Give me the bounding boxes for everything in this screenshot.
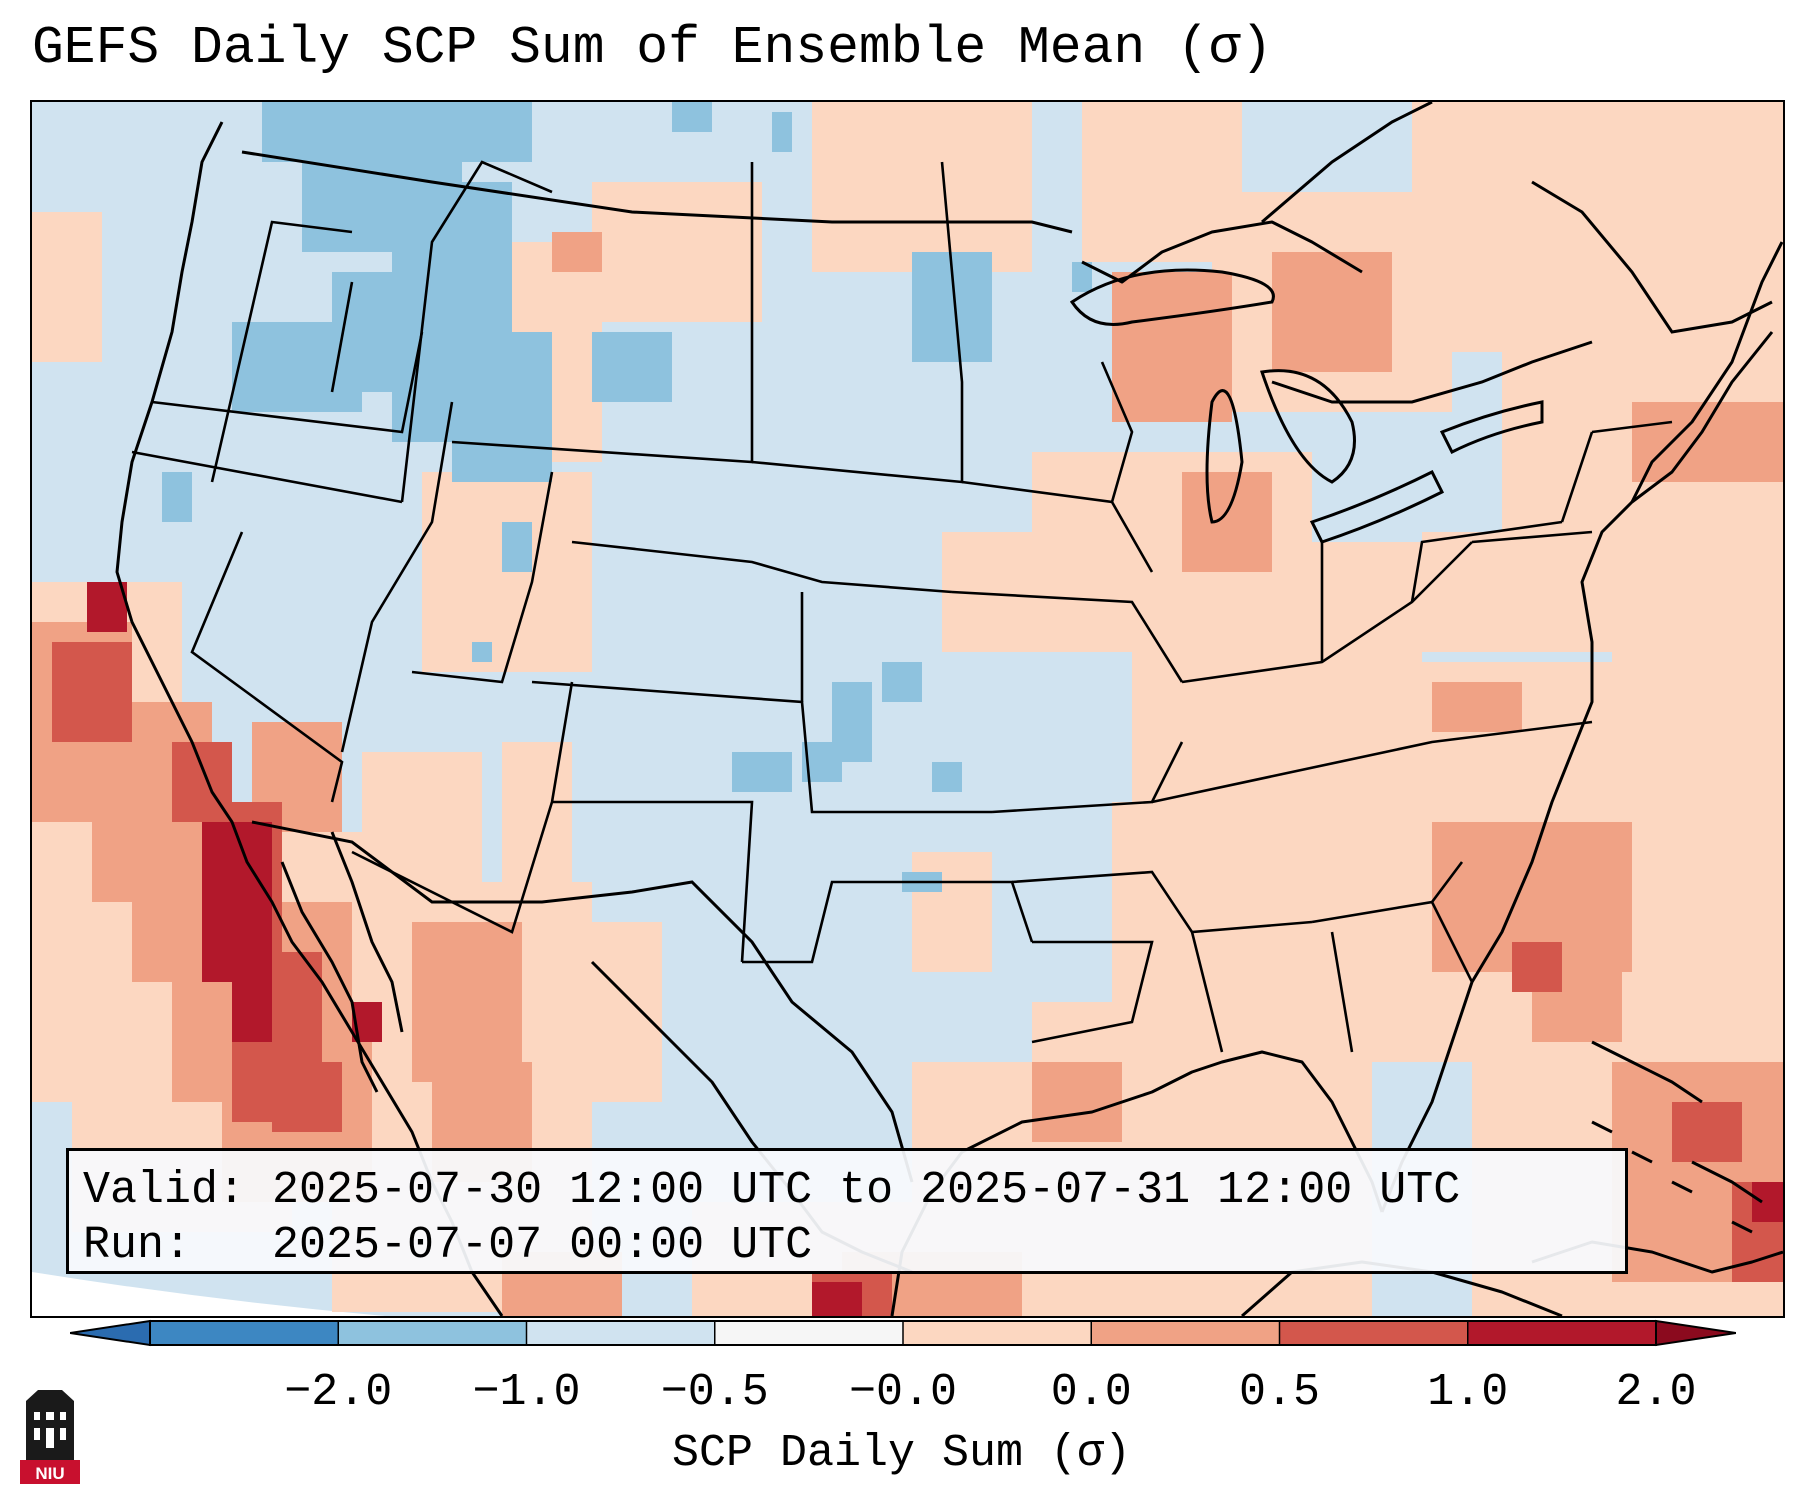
colorbar-tick-label: 1.0 xyxy=(1427,1367,1509,1418)
colorbar-tick-label: 0.0 xyxy=(1050,1367,1132,1418)
colorbar-segment xyxy=(714,1321,904,1345)
valid-run-info-box: Valid: 2025-07-30 12:00 UTC to 2025-07-3… xyxy=(66,1148,1628,1274)
colorbar-segment xyxy=(338,1321,527,1345)
colorbar-extend-low xyxy=(70,1319,151,1347)
colorbar-segment xyxy=(1091,1321,1280,1345)
state-borders xyxy=(131,160,1673,1053)
logo-text: NIU xyxy=(35,1464,64,1483)
colorbar xyxy=(70,1319,1736,1347)
great-lakes xyxy=(1069,268,1544,544)
colorbar-tick-label: −0.5 xyxy=(660,1367,769,1418)
niu-logo: NIU xyxy=(20,1390,80,1484)
colorbar-segment xyxy=(1467,1321,1657,1345)
country-borders xyxy=(241,150,1773,1183)
colorbar-tick-label: 0.5 xyxy=(1238,1367,1321,1418)
colorbar-segment xyxy=(1279,1321,1469,1345)
colorbar-tick-label: −2.0 xyxy=(284,1367,393,1418)
run-time-text: Run: 2025-07-07 00:00 UTC xyxy=(83,1220,813,1271)
colorbar-segment xyxy=(150,1321,339,1345)
colorbar-segment xyxy=(526,1321,716,1345)
colorbar-tick-label: 2.0 xyxy=(1615,1367,1697,1418)
colorbar-outline xyxy=(149,1320,1657,1346)
page-title: GEFS Daily SCP Sum of Ensemble Mean (σ) xyxy=(32,18,1273,78)
colorbar-tick-label: −1.0 xyxy=(472,1367,581,1418)
colorbar-tick-label: −0.0 xyxy=(848,1367,958,1418)
map-canvas xyxy=(32,102,1783,1316)
outside-domain-area xyxy=(32,1272,385,1316)
colorbar-label: SCP Daily Sum (σ) xyxy=(671,1428,1132,1479)
anomaly-field xyxy=(32,102,1783,1316)
logo-banner xyxy=(20,1460,80,1484)
coastlines xyxy=(115,102,1783,1316)
islands xyxy=(1591,1120,1753,1234)
valid-time-text: Valid: 2025-07-30 12:00 UTC to 2025-07-3… xyxy=(83,1165,1461,1216)
colorbar-segment xyxy=(903,1321,1092,1345)
colorbar-extend-high xyxy=(1655,1319,1736,1347)
map-panel xyxy=(30,100,1785,1318)
colorbar-segments xyxy=(70,1319,1736,1347)
